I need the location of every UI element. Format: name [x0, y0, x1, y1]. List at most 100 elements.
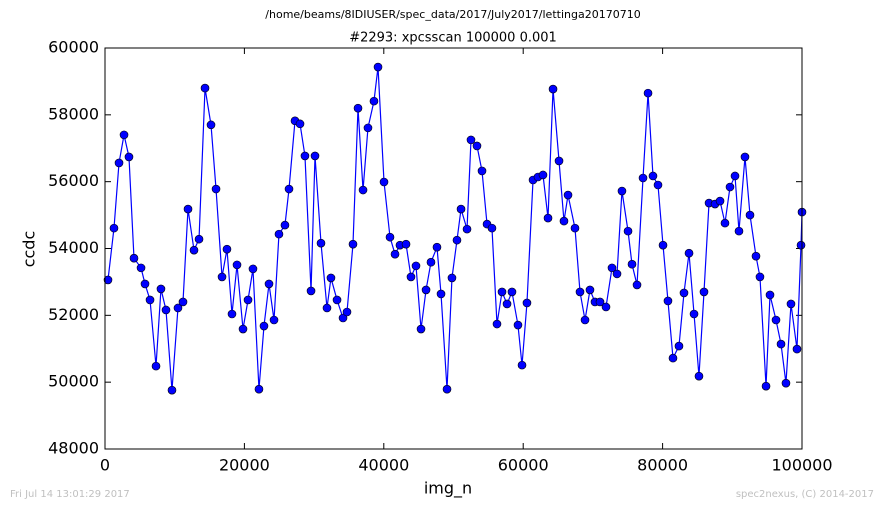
marker: [740, 152, 750, 162]
marker: [751, 251, 761, 261]
marker: [373, 62, 383, 72]
marker: [684, 248, 694, 258]
marker: [109, 223, 119, 233]
marker: [189, 245, 199, 255]
marker: [502, 299, 512, 309]
marker: [248, 264, 258, 274]
marker: [653, 180, 663, 190]
marker: [595, 297, 605, 307]
marker: [300, 151, 310, 161]
marker: [623, 226, 633, 236]
marker: [211, 184, 221, 194]
marker: [310, 151, 320, 161]
marker: [617, 186, 627, 196]
marker: [456, 204, 466, 214]
marker: [342, 307, 352, 317]
marker: [497, 287, 507, 297]
chart-title: #2293: xpcsscan 100000 0.001: [349, 31, 557, 46]
marker: [243, 295, 253, 305]
marker: [466, 135, 476, 145]
marker: [442, 384, 452, 394]
marker: [217, 272, 227, 282]
marker: [200, 83, 210, 93]
y-tick-label: 52000: [48, 305, 99, 324]
marker: [326, 273, 336, 283]
marker: [227, 309, 237, 319]
marker: [369, 96, 379, 106]
marker: [379, 177, 389, 187]
marker: [689, 309, 699, 319]
y-tick-label: 54000: [48, 238, 99, 257]
marker: [161, 305, 171, 315]
marker: [358, 185, 368, 195]
marker: [284, 184, 294, 194]
marker: [513, 320, 523, 330]
marker: [178, 297, 188, 307]
marker: [406, 272, 416, 282]
marker: [699, 287, 709, 297]
marker: [363, 123, 373, 133]
marker: [745, 210, 755, 220]
marker: [173, 303, 183, 313]
marker: [411, 261, 421, 271]
y-tick-label: 50000: [48, 372, 99, 391]
marker: [353, 103, 363, 113]
marker: [548, 84, 558, 94]
marker: [316, 238, 326, 248]
marker: [348, 239, 358, 249]
marker: [238, 324, 248, 334]
marker: [401, 239, 411, 249]
marker: [765, 290, 775, 300]
marker: [206, 120, 216, 130]
marker: [771, 315, 781, 325]
x-tick-label: 80000: [637, 456, 688, 475]
marker: [715, 196, 725, 206]
marker: [730, 171, 740, 181]
marker: [232, 260, 242, 270]
marker: [601, 302, 611, 312]
marker: [338, 313, 348, 323]
marker: [612, 269, 622, 279]
marker: [280, 220, 290, 230]
footer-right: spec2nexus, (C) 2014-2017: [736, 489, 874, 500]
marker: [543, 213, 553, 223]
marker: [390, 249, 400, 259]
x-tick-label: 20000: [219, 456, 270, 475]
footer-left: Fri Jul 14 13:01:29 2017: [10, 489, 130, 500]
marker: [264, 279, 274, 289]
marker: [462, 224, 472, 234]
marker: [643, 88, 653, 98]
marker: [129, 253, 139, 263]
marker: [452, 235, 462, 245]
marker: [492, 319, 502, 329]
x-tick-label: 40000: [358, 456, 409, 475]
y-tick-label: 56000: [48, 171, 99, 190]
marker: [563, 190, 573, 200]
marker: [781, 378, 791, 388]
marker: [734, 226, 744, 236]
marker: [156, 284, 166, 294]
marker: [632, 280, 642, 290]
marker: [416, 324, 426, 334]
marker: [254, 384, 264, 394]
x-axis-label: img_n: [424, 479, 472, 499]
marker: [114, 158, 124, 168]
plot-frame: [104, 47, 803, 450]
marker: [295, 119, 305, 129]
marker: [638, 173, 648, 183]
y-tick-label: 60000: [48, 38, 99, 57]
marker: [522, 298, 532, 308]
marker: [786, 299, 796, 309]
x-tick-label: 0: [100, 456, 110, 475]
marker: [796, 240, 806, 250]
marker: [694, 371, 704, 381]
marker: [792, 344, 802, 354]
marker: [119, 130, 129, 140]
suptitle: /home/beams/8IDIUSER/spec_data/2017/July…: [265, 8, 640, 21]
x-tick-label: 60000: [498, 456, 549, 475]
marker: [755, 272, 765, 282]
marker: [663, 296, 673, 306]
marker: [306, 286, 316, 296]
marker: [607, 263, 617, 273]
